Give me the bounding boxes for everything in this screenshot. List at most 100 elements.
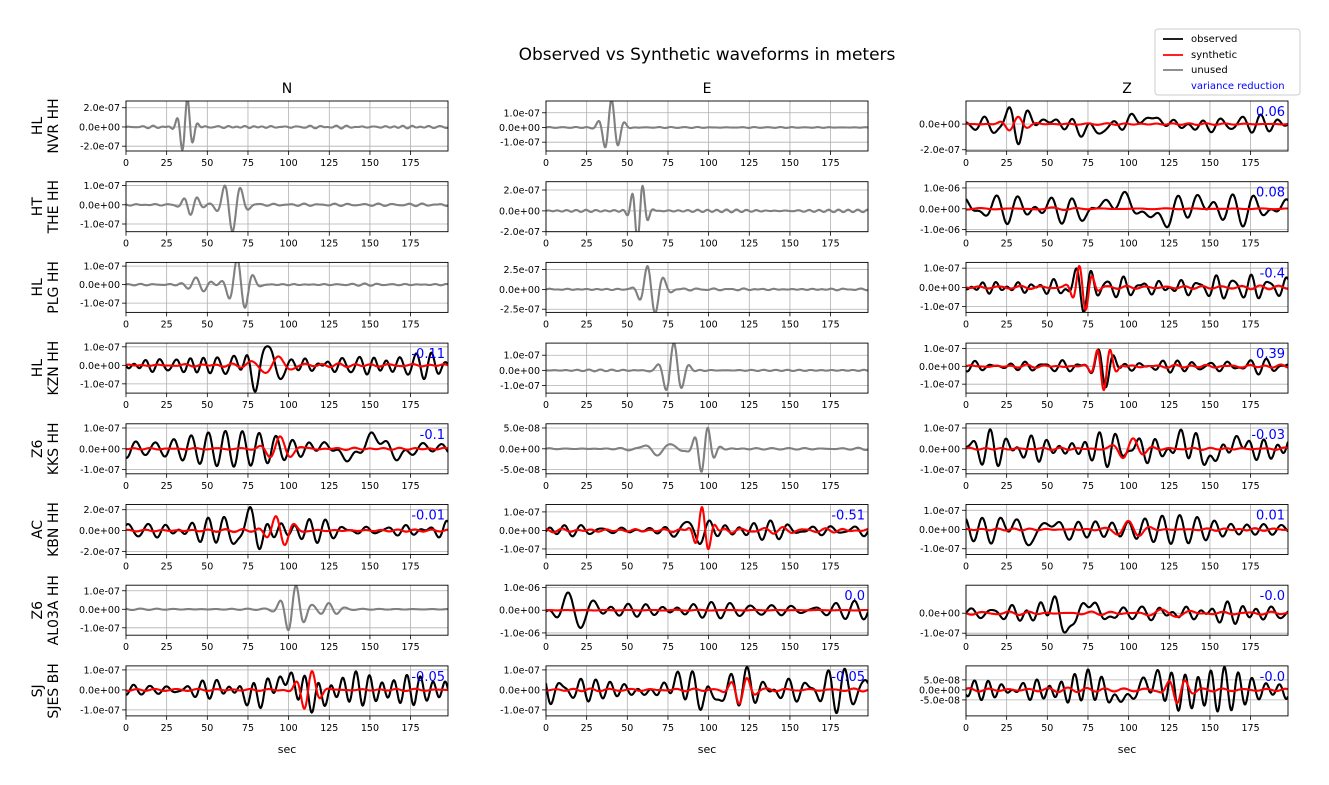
synthetic-trace [966,437,1288,460]
x-tick-label: 50 [201,400,213,411]
x-tick-label: 25 [581,562,593,573]
y-tick-label: 1.0e-07 [84,262,120,273]
y-tick-label: 0.0e+00 [79,444,120,455]
x-tick-label: 100 [1120,400,1138,411]
variance-reduction-label: -0.4 [1260,266,1285,281]
y-tick-label: -1.0e-07 [80,705,120,716]
y-tick-label: -1.0e-07 [80,220,120,231]
x-tick-label: 175 [402,481,420,492]
x-tick-label: 50 [201,642,213,653]
x-tick-label: 150 [781,642,799,653]
synthetic-trace [126,515,448,547]
x-tick-label: 50 [621,562,633,573]
panel-frame [125,181,449,233]
x-tick-label: 25 [161,319,173,330]
panel-grid: HL NVR HH0 25 50 75 100 125 150 1752.0e-070.0e+0… [30,98,1289,734]
x-tick-label: 125 [740,562,758,573]
y-tick-label: 1.0e-07 [84,181,120,192]
x-tick-label: 175 [822,158,840,169]
synthetic-trace [126,355,448,374]
panel-5-n: 0 25 50 75 100 125 150 175 1.0e-07 0.0e+00 -1.0e-0… [79,423,449,492]
x-tick-label: 25 [161,642,173,653]
x-tick-label: 175 [822,239,840,250]
x-tick-label: 125 [1160,481,1178,492]
x-tick-label: 125 [320,239,338,250]
synthetic-trace [546,608,868,612]
x-tick-label: 25 [161,239,173,250]
station-name-label: SJES BH [46,663,62,718]
panel-frame [125,261,449,313]
panel-frame [545,100,869,152]
x-tick-label: 25 [161,400,173,411]
x-tick-label: 100 [1120,723,1138,734]
x-tick-label: 50 [621,239,633,250]
panel-frame [965,665,1289,717]
legend-label-synthetic: synthetic [1191,50,1237,61]
y-tick-label: -1.0e-07 [80,623,120,634]
x-tick-label: 0 [543,481,549,492]
x-tick-label: 75 [662,481,674,492]
legend-label-observed: observed [1191,34,1237,45]
panel-frame [125,100,449,152]
station-network-label: Z6 [30,601,46,620]
variance-reduction-label: -0.05 [831,670,865,685]
x-tick-label: 0 [543,723,549,734]
x-axis-label-e: sec [698,743,717,756]
x-tick-label: 0 [123,319,129,330]
x-tick-label: 75 [242,319,254,330]
y-tick-label: -1.0e-06 [500,628,540,639]
legend: observed synthetic unused variance reduc… [1154,28,1301,96]
x-tick-label: 50 [621,481,633,492]
x-tick-label: 175 [402,400,420,411]
x-tick-label: 50 [201,481,213,492]
x-tick-label: 175 [402,723,420,734]
station-row-kks-hh: Z6 KKS HH 0 25 50 75 100 125 150 175 1.0e-07 0.0e+0… [30,422,1289,492]
station-row-al03a-hh: Z6 AL03A HH 0 25 50 75 100 125 150 175 1.0e-07 0.0e… [30,575,1289,653]
column-title-n: N [282,81,292,97]
y-tick-label: 1.0e-07 [84,586,120,597]
x-tick-label: 125 [740,642,758,653]
x-tick-label: 150 [1201,562,1219,573]
x-tick-label: 0 [123,158,129,169]
y-tick-label: 0.0e+00 [79,685,120,696]
y-tick-label: 0.0e+00 [79,122,120,133]
station-row-sjes-bh: SJ SJES BH 0 25 50 75 100 125 150 175 1.0e-07 0.0e+… [30,663,1289,734]
synthetic-trace [546,506,868,551]
y-tick-label: 2.0e-07 [84,103,120,114]
x-tick-label: 150 [361,158,379,169]
x-tick-label: 0 [123,481,129,492]
panel-frame [545,665,869,717]
observed-trace [966,514,1288,547]
x-tick-label: 75 [1082,239,1094,250]
y-tick-label: 0.0e+00 [919,609,960,620]
x-tick-label: 125 [1160,239,1178,250]
x-tick-label: 125 [320,319,338,330]
y-tick-label: 5.0e-08 [504,423,540,434]
x-axis-label-z: sec [1118,743,1137,756]
x-tick-label: 0 [963,400,969,411]
station-row-kzn-hh: HL KZN HH 0 25 50 75 100 125 150 175 1.0e-07 0.0e+0… [30,341,1289,411]
panel-7-z: 0 25 50 75 100 125 150 175 0.0e+00 -1.0e-07 -0.0 [919,584,1289,653]
unused-trace [546,184,868,232]
x-tick-label: 75 [1082,481,1094,492]
x-tick-label: 0 [123,723,129,734]
x-tick-label: 0 [543,642,549,653]
x-tick-label: 100 [700,481,718,492]
y-tick-label: -2.0e-07 [80,142,120,153]
x-tick-label: 25 [1001,319,1013,330]
x-tick-label: 50 [201,723,213,734]
synthetic-trace [126,670,448,710]
x-tick-label: 150 [781,319,799,330]
station-network-label: HT [30,197,46,217]
y-tick-label: 1.0e-07 [84,423,120,434]
x-tick-label: 175 [822,562,840,573]
x-tick-label: 100 [700,642,718,653]
station-name-label: AL03A HH [46,575,62,645]
synthetic-trace [966,679,1288,705]
legend-label-variance-reduction: variance reduction [1191,81,1285,92]
y-tick-label: 1.0e-07 [504,108,540,119]
x-tick-label: 125 [740,723,758,734]
x-tick-label: 25 [581,723,593,734]
y-tick-label: 0.0e+00 [499,526,540,537]
